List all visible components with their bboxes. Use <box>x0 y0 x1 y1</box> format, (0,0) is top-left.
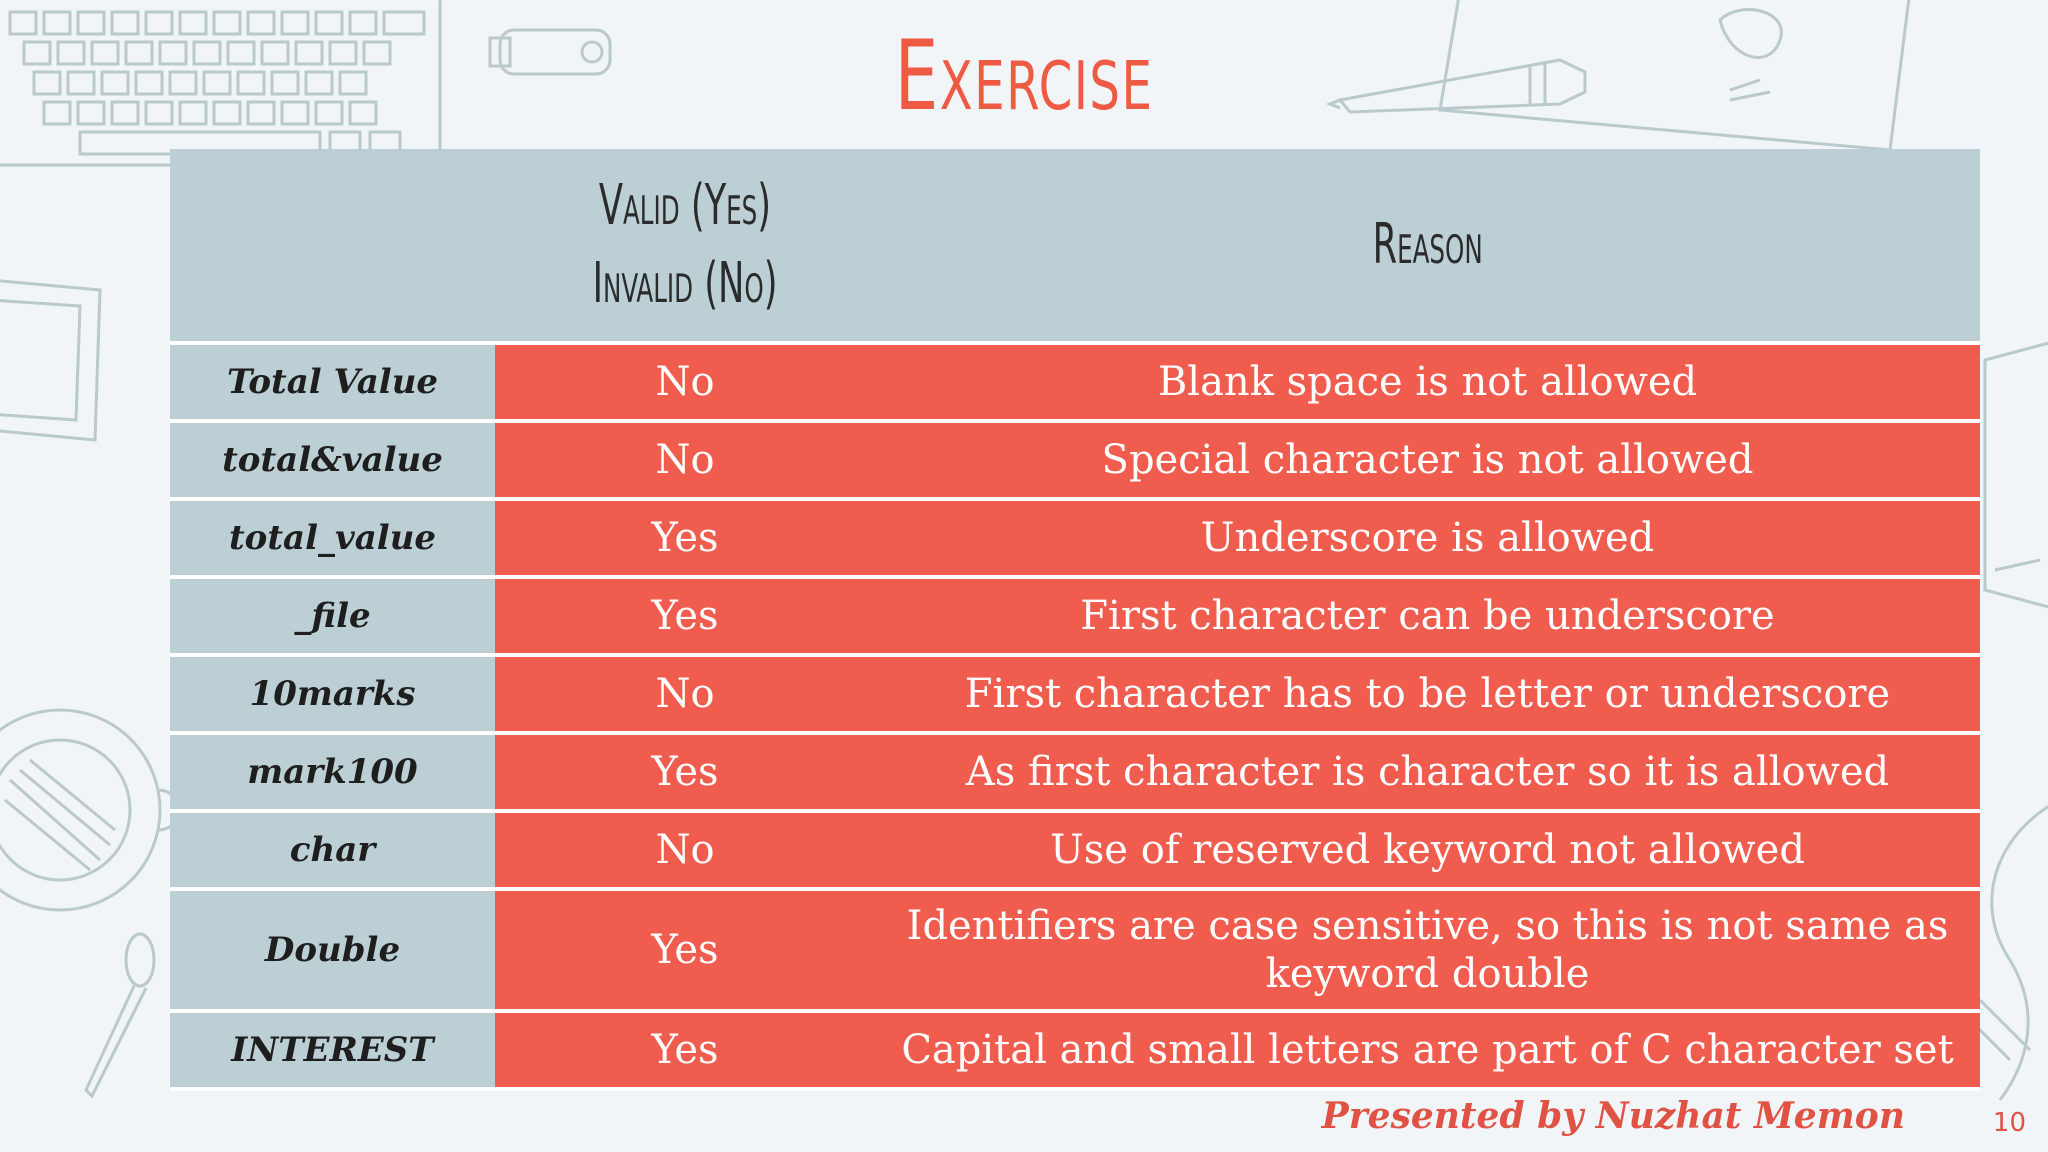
valid-cell: No <box>495 653 875 735</box>
valid-cell: No <box>495 341 875 423</box>
identifier-cell: total&value <box>170 419 495 501</box>
identifier-cell: 10marks <box>170 653 495 735</box>
reason-cell: Special character is not allowed <box>875 419 1980 501</box>
identifier-cell: Double <box>170 887 495 1013</box>
page-number: 10 <box>1992 1108 2026 1138</box>
table-row: Total Value No Blank space is not allowe… <box>170 341 1980 423</box>
reason-cell: Use of reserved keyword not allowed <box>875 809 1980 891</box>
valid-cell: No <box>495 809 875 891</box>
header-valid-line1: Valid (Yes) <box>598 173 772 238</box>
table-row: Double Yes Identifiers are case sensitiv… <box>170 887 1980 1013</box>
identifier-cell: Total Value <box>170 341 495 423</box>
pen-doodle <box>1325 58 1587 114</box>
spoon-doodle <box>84 932 156 1099</box>
reason-cell: As first character is character so it is… <box>875 731 1980 813</box>
reason-cell: Underscore is allowed <box>875 497 1980 579</box>
reason-cell: Capital and small letters are part of C … <box>875 1009 1980 1091</box>
table-row: total&value No Special character is not … <box>170 419 1980 501</box>
reason-line2: keyword double <box>1265 951 1590 997</box>
table-row: INTEREST Yes Capital and small letters a… <box>170 1009 1980 1091</box>
table-row: mark100 Yes As first character is charac… <box>170 731 1980 813</box>
coffee-cup-doodle <box>0 708 180 912</box>
presenter-credit: Presented by Nuzhat Memon <box>1321 1095 1905 1137</box>
valid-cell: Yes <box>495 731 875 813</box>
keyboard-doodle <box>0 0 442 167</box>
identifier-cell: total_value <box>170 497 495 579</box>
header-valid-line2: Invalid (No) <box>592 251 778 316</box>
header-reason: Reason <box>875 149 1980 345</box>
reason-cell: First character has to be letter or unde… <box>875 653 1980 735</box>
table-row: 10marks No First character has to be let… <box>170 653 1980 735</box>
identifier-cell: char <box>170 809 495 891</box>
identifier-cell: _file <box>170 575 495 657</box>
reason-cell: Identifiers are case sensitive, so this … <box>875 887 1980 1013</box>
table-header-row: Valid (Yes) Invalid (No) Reason <box>170 149 1980 345</box>
table-row: total_value Yes Underscore is allowed <box>170 497 1980 579</box>
identifier-cell: mark100 <box>170 731 495 813</box>
phone-doodle <box>1983 341 2048 609</box>
valid-cell: Yes <box>495 1009 875 1091</box>
header-identifier <box>170 149 495 345</box>
valid-cell: Yes <box>495 575 875 657</box>
identifier-cell: INTEREST <box>170 1009 495 1091</box>
valid-cell: Yes <box>495 887 875 1013</box>
header-valid: Valid (Yes) Invalid (No) <box>495 149 875 345</box>
table-row: char No Use of reserved keyword not allo… <box>170 809 1980 891</box>
usb-stick-doodle <box>488 28 612 76</box>
header-reason-label: Reason <box>1372 212 1483 277</box>
reason-cell: First character can be underscore <box>875 575 1980 657</box>
valid-cell: No <box>495 419 875 501</box>
tablet-doodle <box>0 279 102 442</box>
reason-line1: Identifiers are case sensitive, so this … <box>906 903 1949 949</box>
valid-cell: Yes <box>495 497 875 579</box>
reason-cell: Blank space is not allowed <box>875 341 1980 423</box>
table-row: _file Yes First character can be undersc… <box>170 575 1980 657</box>
notebook-doodle <box>1438 0 1911 152</box>
identifier-table: Valid (Yes) Invalid (No) Reason Total Va… <box>170 149 1980 1091</box>
slide-title: Exercise <box>894 20 1154 132</box>
